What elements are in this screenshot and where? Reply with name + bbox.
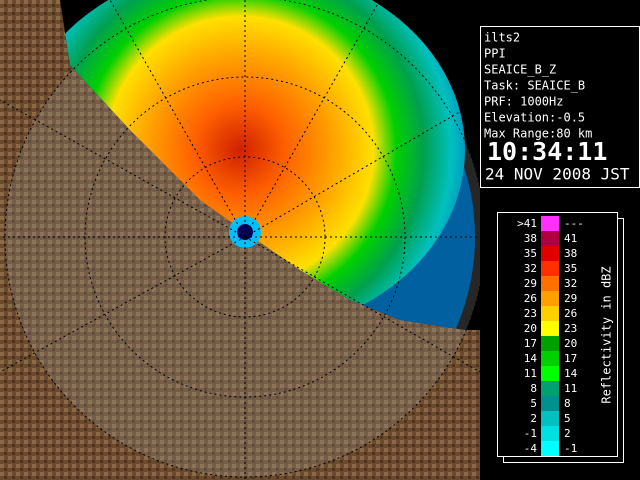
info-line: SEAICE_B_Z xyxy=(484,63,556,77)
info-panel xyxy=(480,26,640,188)
legend-low: 38 xyxy=(524,232,537,245)
legend-low: -4 xyxy=(524,442,538,455)
legend-swatch xyxy=(541,366,559,381)
info-line: PPI xyxy=(484,47,506,61)
legend-high: 8 xyxy=(564,397,571,410)
info-line: ilts2 xyxy=(484,31,520,45)
date: 24 NOV 2008 JST xyxy=(485,165,630,184)
legend-swatch xyxy=(541,276,559,291)
legend-swatch xyxy=(541,381,559,396)
legend-swatch xyxy=(541,426,559,441)
legend-low: 11 xyxy=(524,367,537,380)
legend-swatch xyxy=(541,336,559,351)
legend-swatch xyxy=(541,411,559,426)
legend-swatch xyxy=(541,306,559,321)
legend-high: 29 xyxy=(564,292,577,305)
legend-swatch xyxy=(541,261,559,276)
legend-low: 26 xyxy=(524,292,537,305)
legend-swatch xyxy=(541,351,559,366)
legend-low: 29 xyxy=(524,277,537,290)
legend-low: 14 xyxy=(524,352,538,365)
legend: >41 --- 38 41 35 38 32 35 29 32 26 29 23 26 20 23 17 20 14… xyxy=(517,216,584,456)
info-text: ilts2 PPI SEAICE_B_Z Task: SEAICE_B PRF: 100… xyxy=(484,31,592,141)
legend-swatch xyxy=(541,291,559,306)
legend-high: 41 xyxy=(564,232,577,245)
time: 10:34:11 xyxy=(487,137,607,166)
legend-swatch xyxy=(541,321,559,336)
legend-low: 8 xyxy=(530,382,537,395)
legend-low: 5 xyxy=(530,397,537,410)
legend-swatch xyxy=(541,246,559,261)
range-rings xyxy=(0,0,485,480)
legend-high: --- xyxy=(564,217,584,230)
legend-high: 17 xyxy=(564,352,577,365)
legend-high: 14 xyxy=(564,367,578,380)
info-line: Task: SEAICE_B xyxy=(484,79,585,93)
legend-low: -1 xyxy=(524,427,537,440)
legend-low: 17 xyxy=(524,337,537,350)
legend-high: 20 xyxy=(564,337,577,350)
legend-high: 5 xyxy=(564,412,571,425)
info-line: PRF: 1000Hz xyxy=(484,95,563,109)
radar-image xyxy=(0,0,485,480)
legend-high: 32 xyxy=(564,277,577,290)
info-line: Elevation:-0.5 xyxy=(484,111,585,125)
legend-low: 2 xyxy=(530,412,537,425)
legend-title: Reflectivity in dBZ xyxy=(600,266,614,403)
info-line: Max Range:80 km xyxy=(484,127,592,141)
legend-low: >41 xyxy=(517,217,537,230)
legend-swatch xyxy=(541,396,559,411)
legend-low: 32 xyxy=(524,262,537,275)
legend-high: 35 xyxy=(564,262,577,275)
legend-high: 2 xyxy=(564,427,571,440)
legend-high: 23 xyxy=(564,322,577,335)
legend-low: 20 xyxy=(524,322,537,335)
legend-swatch xyxy=(541,231,559,246)
legend-swatch xyxy=(541,441,559,456)
legend-swatch xyxy=(541,216,559,231)
legend-high: 38 xyxy=(564,247,577,260)
legend-low: 35 xyxy=(524,247,537,260)
legend-low: 23 xyxy=(524,307,537,320)
legend-high: 11 xyxy=(564,382,577,395)
legend-high: 26 xyxy=(564,307,577,320)
legend-high: -1 xyxy=(564,442,577,455)
